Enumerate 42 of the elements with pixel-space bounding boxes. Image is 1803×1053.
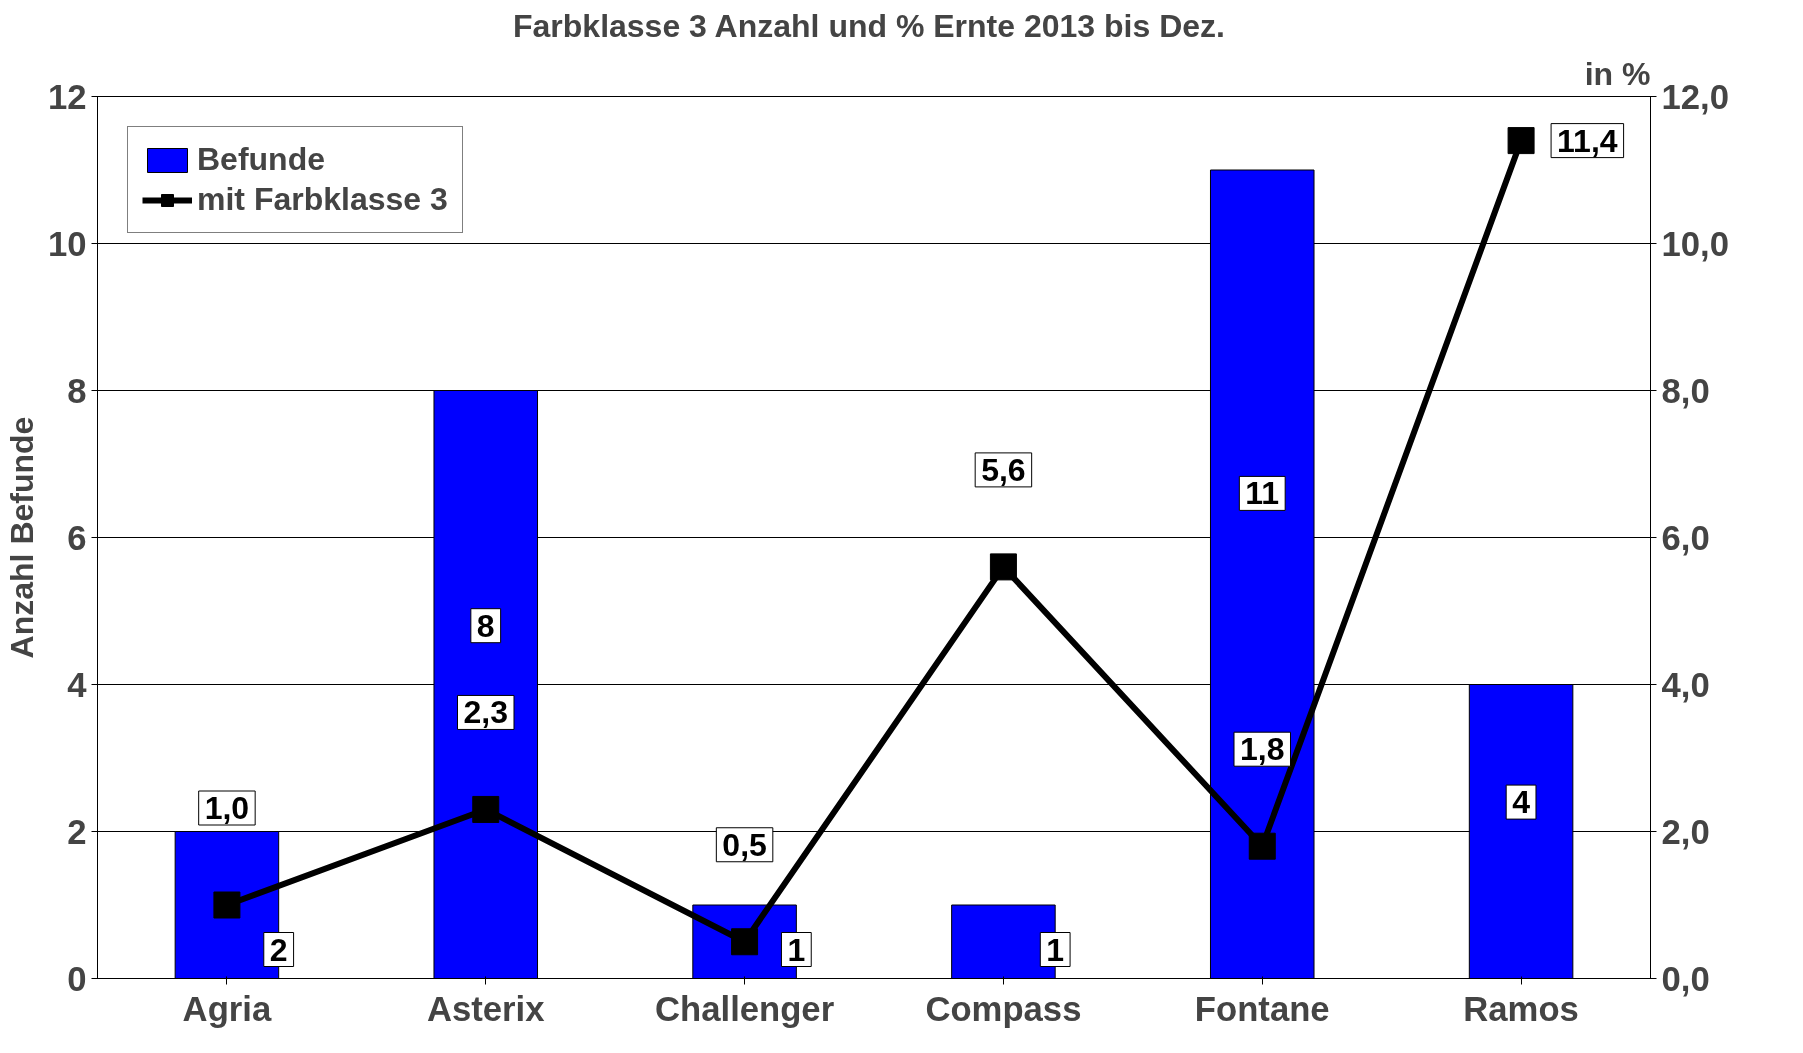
y2-tick-label: 4,0 xyxy=(1661,665,1710,704)
x-tick-label: Compass xyxy=(925,989,1082,1028)
y-tick-label: 2 xyxy=(67,812,87,851)
x-tick-label: Challenger xyxy=(655,989,835,1028)
y2-tick-label: 0,0 xyxy=(1661,959,1710,998)
point xyxy=(1248,832,1276,860)
legend-label: Befunde xyxy=(197,141,325,178)
point xyxy=(213,891,241,919)
data-label: 11,4 xyxy=(1557,122,1618,159)
data-label: 4 xyxy=(1512,784,1531,821)
y2-axis-title: in % xyxy=(1584,55,1651,92)
chart-title: Farbklasse 3 Anzahl und % Ernte 2013 bis Dez. xyxy=(512,7,1225,44)
data-label: 2 xyxy=(269,931,288,968)
point xyxy=(989,553,1017,581)
y-tick-label: 4 xyxy=(67,665,88,704)
y-tick-label: 8 xyxy=(67,371,87,410)
y-tick-label: 10 xyxy=(47,224,87,263)
y2-tick-label: 12,0 xyxy=(1661,77,1729,116)
legend-label: mit Farbklasse 3 xyxy=(197,181,448,218)
data-label: 1 xyxy=(1046,931,1065,968)
x-tick-label: Fontane xyxy=(1194,989,1330,1028)
point xyxy=(1507,127,1535,155)
x-tick-label: Agria xyxy=(182,989,272,1028)
data-label: 1,0 xyxy=(204,790,250,826)
y-axis-title: Anzahl Befunde xyxy=(3,416,40,659)
y2-tick-label: 2,0 xyxy=(1661,812,1710,851)
data-label: 1,8 xyxy=(1240,731,1285,768)
point xyxy=(472,795,500,823)
data-label: 8 xyxy=(476,607,495,644)
y2-tick-label: 8,0 xyxy=(1661,371,1710,410)
y-tick-label: 0 xyxy=(67,959,87,998)
y-tick-label: 12 xyxy=(47,77,87,116)
x-tick-label: Ramos xyxy=(1463,989,1579,1028)
data-label: 11 xyxy=(1245,475,1280,512)
data-label: 5,6 xyxy=(981,451,1026,488)
y2-tick-label: 10,0 xyxy=(1661,224,1729,263)
data-label: 2,3 xyxy=(463,694,508,731)
x-tick-label: Asterix xyxy=(427,989,546,1028)
y2-tick-label: 6,0 xyxy=(1661,518,1710,557)
data-label: 0,5 xyxy=(722,826,767,863)
y-tick-label: 6 xyxy=(67,518,87,557)
data-label: 1 xyxy=(787,931,806,968)
